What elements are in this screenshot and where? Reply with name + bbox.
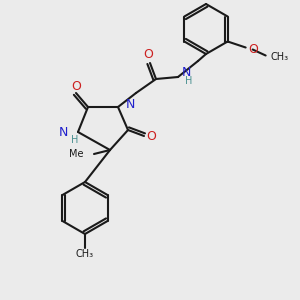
Text: N: N: [58, 125, 68, 139]
Text: CH₃: CH₃: [271, 52, 289, 62]
Text: N: N: [126, 98, 135, 112]
Text: CH₃: CH₃: [76, 249, 94, 259]
Text: N: N: [182, 67, 191, 80]
Text: O: O: [71, 80, 81, 92]
Text: O: O: [143, 49, 153, 62]
Text: Me: Me: [70, 149, 84, 159]
Text: H: H: [185, 76, 193, 86]
Text: O: O: [249, 43, 259, 56]
Text: H: H: [71, 135, 79, 145]
Text: O: O: [146, 130, 156, 142]
